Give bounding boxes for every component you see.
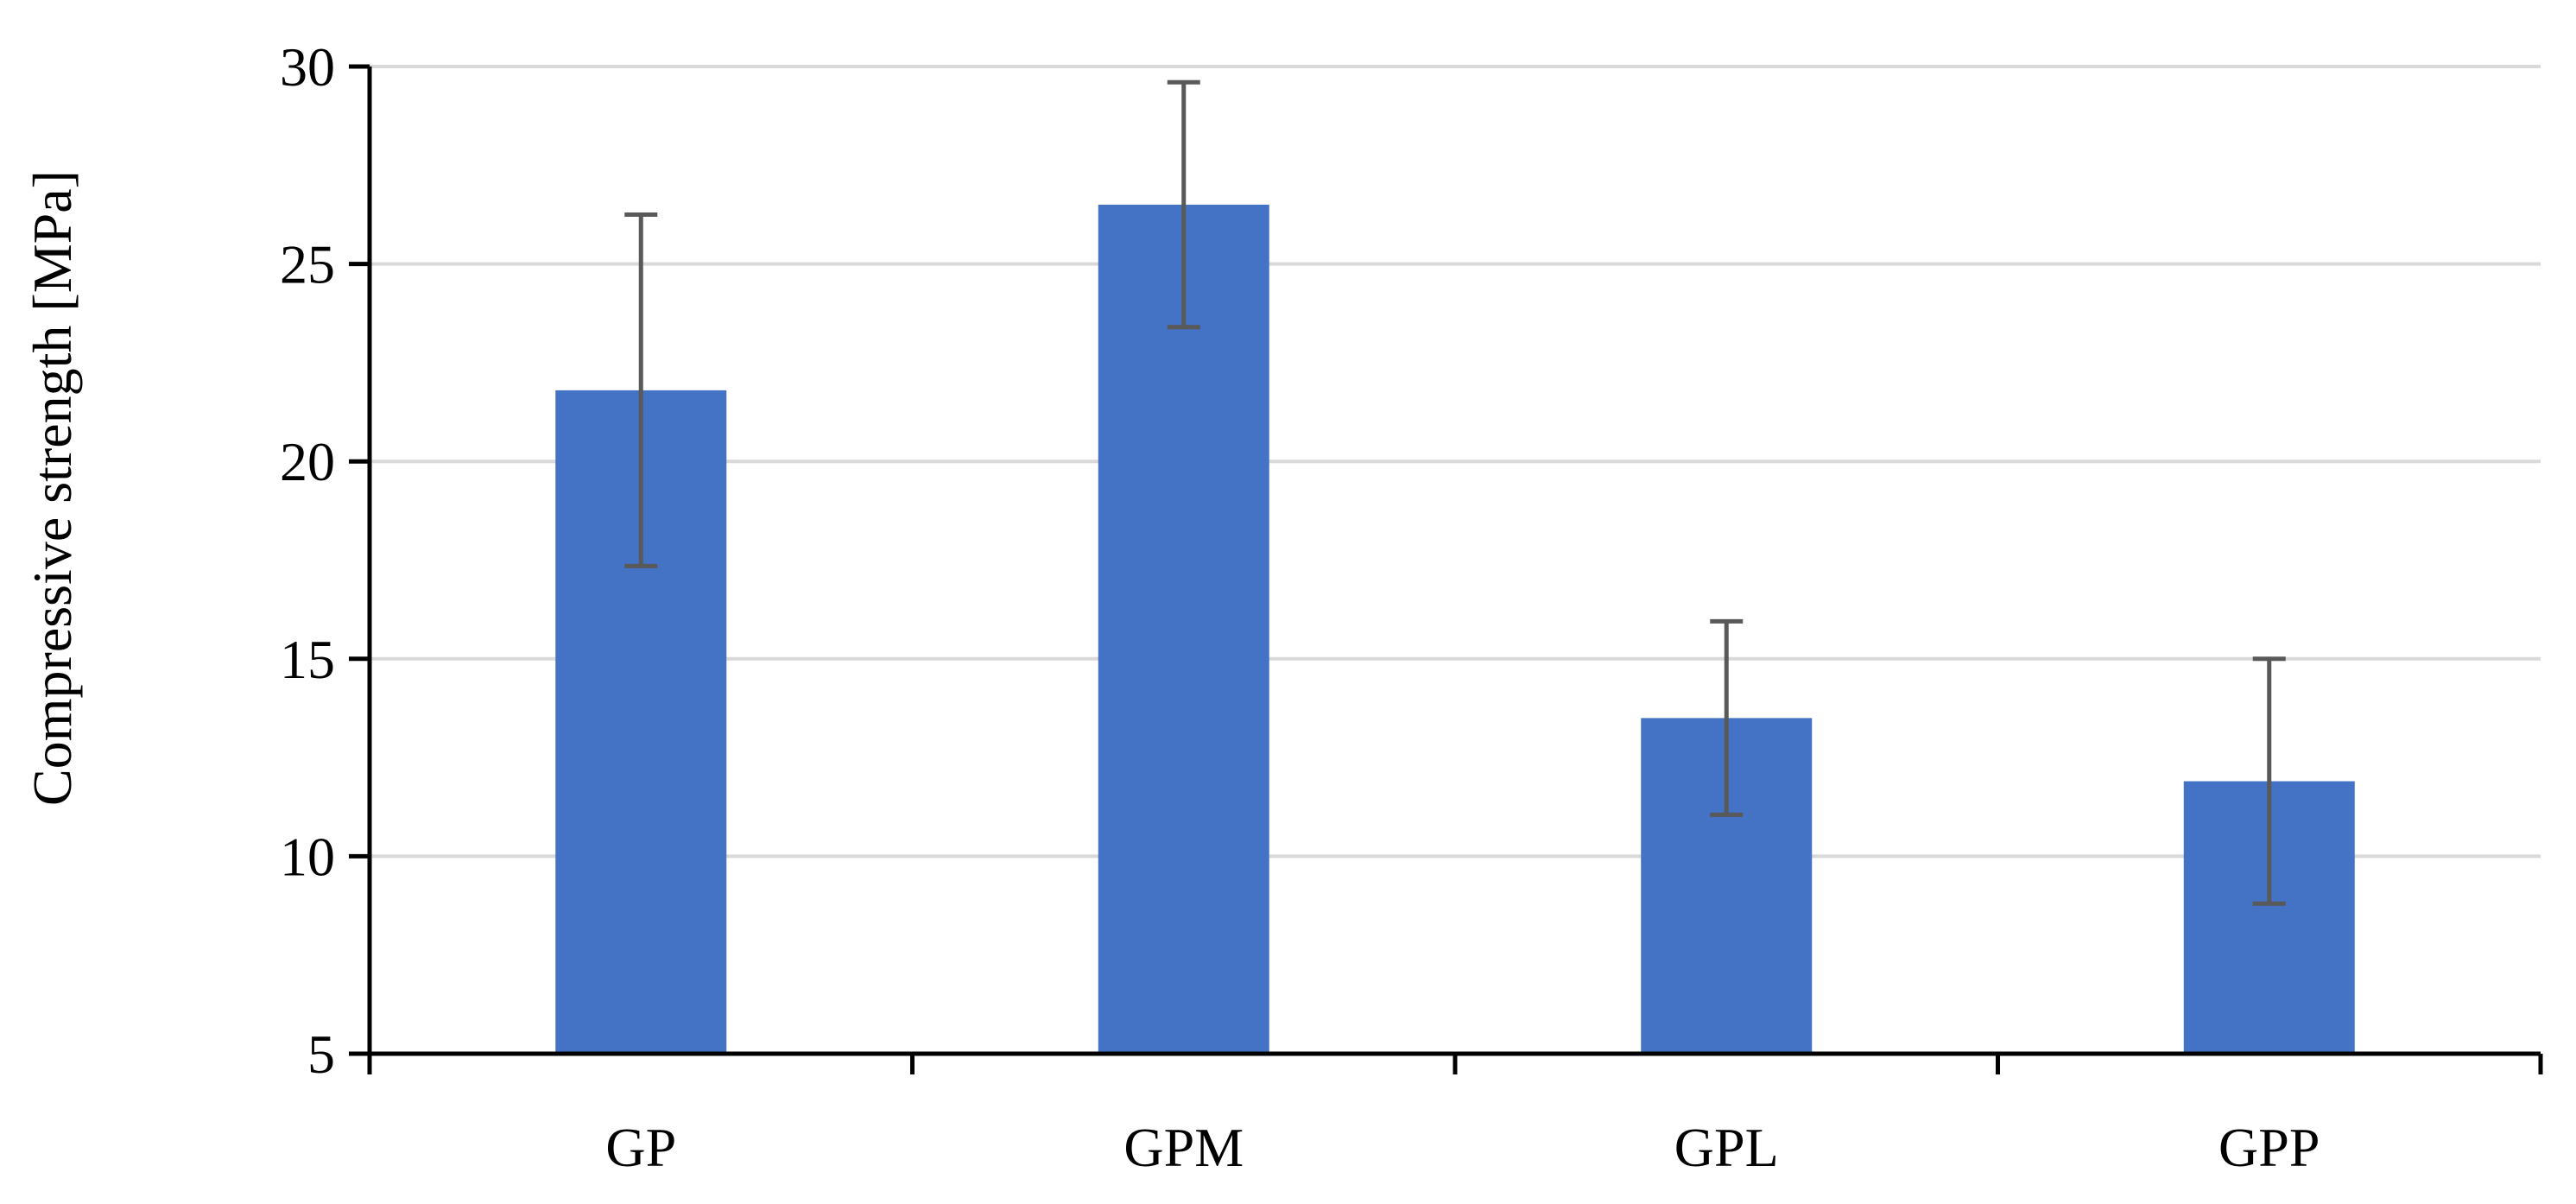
- error-bars: [624, 79, 2286, 906]
- y-tick-label: 10: [280, 826, 335, 887]
- tick-labels: 5 10 15 20 25 30 GP GPM GPL GPP: [280, 36, 2320, 1178]
- x-tick-label: GP: [605, 1117, 676, 1178]
- bar: [1098, 205, 1269, 1054]
- y-tick-label: 15: [280, 629, 335, 690]
- x-tick-label: GPP: [2218, 1117, 2320, 1178]
- y-tick-label: 25: [280, 234, 335, 295]
- gridlines: [370, 65, 2541, 859]
- x-tick-label: GPL: [1674, 1117, 1779, 1178]
- x-tick-label: GPM: [1123, 1117, 1244, 1178]
- y-tick-label: 30: [280, 36, 335, 98]
- y-tick-label: 20: [280, 431, 335, 492]
- axes: [349, 64, 2543, 1074]
- y-tick-label: 5: [307, 1023, 335, 1085]
- bars: [555, 205, 2355, 1054]
- y-axis-title: Compressive strength [MPa]: [22, 170, 83, 806]
